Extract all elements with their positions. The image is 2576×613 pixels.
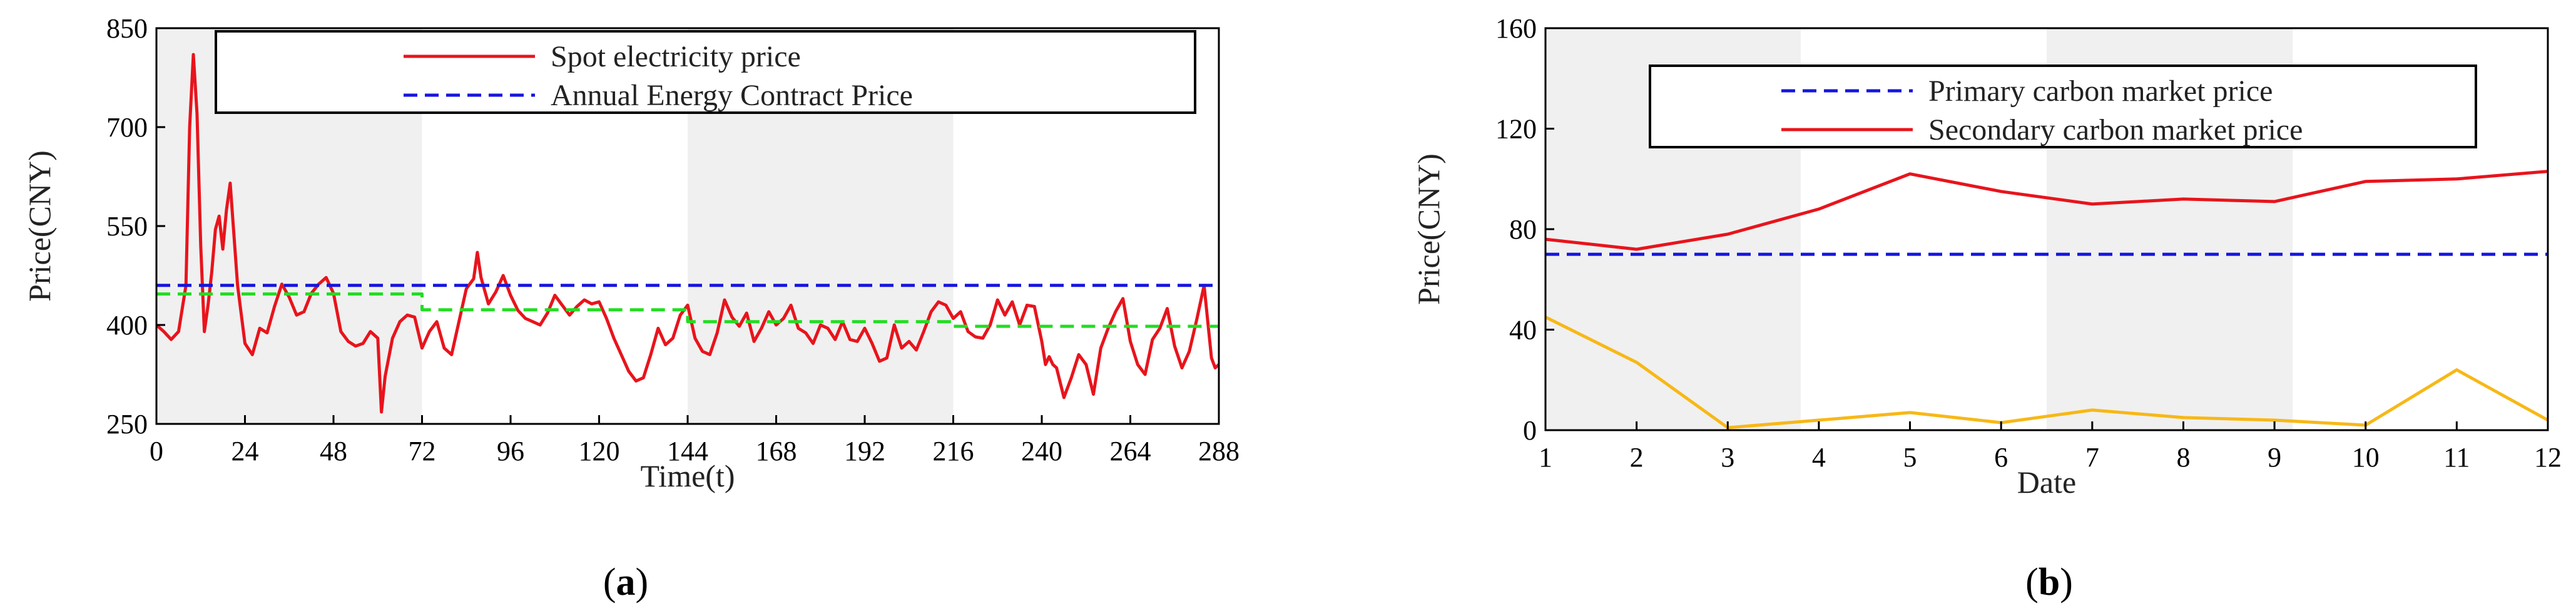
y-tick-label: 250: [106, 409, 148, 440]
chart-b-legend: Primary carbon market price Secondary car…: [1649, 64, 2477, 148]
chart-a-y-axis-label: Price(CNY): [22, 150, 57, 302]
x-tick-label: 11: [2443, 442, 2470, 473]
caption-letter: b: [2039, 561, 2060, 604]
x-tick-label: 120: [579, 436, 620, 466]
y-tick-label: 0: [1523, 415, 1537, 446]
x-tick-label: 8: [2176, 442, 2190, 473]
series-line-2: [1544, 316, 2549, 430]
series-line-0: [155, 53, 1220, 414]
x-tick-label: 192: [844, 436, 885, 466]
x-tick-label: 240: [1021, 436, 1062, 466]
x-tick-label: 48: [320, 436, 347, 466]
x-tick-label: 216: [933, 436, 974, 466]
chart-b-x-axis-label: Date: [2017, 465, 2076, 500]
y-tick-label: 120: [1495, 114, 1537, 145]
chart-b-y-axis-label: Price(CNY): [1411, 153, 1446, 305]
x-tick-label: 24: [232, 436, 259, 466]
x-tick-label: 7: [2085, 442, 2099, 473]
legend-label: Annual Energy Contract Price: [551, 79, 913, 112]
x-tick-label: 9: [2268, 442, 2281, 473]
caption-paren: (: [603, 561, 616, 604]
y-tick-label: 550: [106, 211, 148, 242]
chart-b-y-ticks: 0 40 80 120 160: [1495, 13, 1554, 446]
caption-paren: (: [2025, 561, 2039, 604]
y-tick-label: 850: [106, 13, 148, 44]
x-tick-label: 288: [1198, 436, 1240, 466]
x-tick-label: 12: [2534, 442, 2562, 473]
legend-box: [1649, 64, 2477, 148]
chart-a-series: [155, 53, 1220, 414]
x-tick-label: 3: [1721, 442, 1734, 473]
chart-a-x-ticks: 0 24 48 72 96 120 144 168 192 216 240 264 288: [150, 415, 1240, 466]
x-tick-label: 264: [1110, 436, 1151, 466]
chart-a-y-ticks: 250 400 550 700 850: [106, 13, 165, 440]
chart-a-legend: Spot electricity price Annual Energy Cont…: [215, 30, 1196, 114]
x-tick-label: 6: [1994, 442, 2008, 473]
caption-paren: ): [2060, 561, 2073, 604]
x-tick-label: 168: [756, 436, 797, 466]
legend-label: Secondary carbon market price: [1928, 113, 2303, 147]
y-tick-label: 160: [1495, 13, 1537, 44]
legend-box: [215, 30, 1196, 114]
x-tick-label: 96: [497, 436, 524, 466]
chart-a: 250 400 550 700 850 0 24 48 72 96 120 144 168 192 216…: [22, 13, 1240, 604]
x-tick-label: 0: [150, 436, 163, 466]
legend-label: Spot electricity price: [551, 40, 801, 73]
caption-letter: a: [616, 561, 636, 604]
x-tick-label: 10: [2352, 442, 2380, 473]
x-tick-label: 4: [1812, 442, 1826, 473]
y-tick-label: 700: [106, 112, 148, 143]
y-tick-label: 400: [106, 310, 148, 341]
chart-b-x-ticks: 1 2 3 4 5 6 7 8 9 10 11 12: [1539, 421, 2562, 473]
chart-b-series: [1544, 170, 2549, 430]
x-tick-label: 1: [1539, 442, 1552, 473]
y-tick-label: 80: [1509, 214, 1537, 245]
chart-a-x-axis-label: Time(t): [641, 458, 735, 493]
series-line-2: [156, 292, 1219, 328]
chart-a-caption: (a): [603, 561, 648, 604]
x-tick-label: 72: [409, 436, 436, 466]
series-line-1: [1545, 170, 2548, 251]
x-tick-label: 144: [667, 436, 708, 466]
chart-b-caption: (b): [2025, 561, 2073, 604]
x-tick-label: 2: [1630, 442, 1644, 473]
caption-paren: ): [636, 561, 649, 604]
y-tick-label: 40: [1509, 315, 1537, 346]
legend-label: Primary carbon market price: [1928, 75, 2273, 108]
x-tick-label: 5: [1903, 442, 1917, 473]
